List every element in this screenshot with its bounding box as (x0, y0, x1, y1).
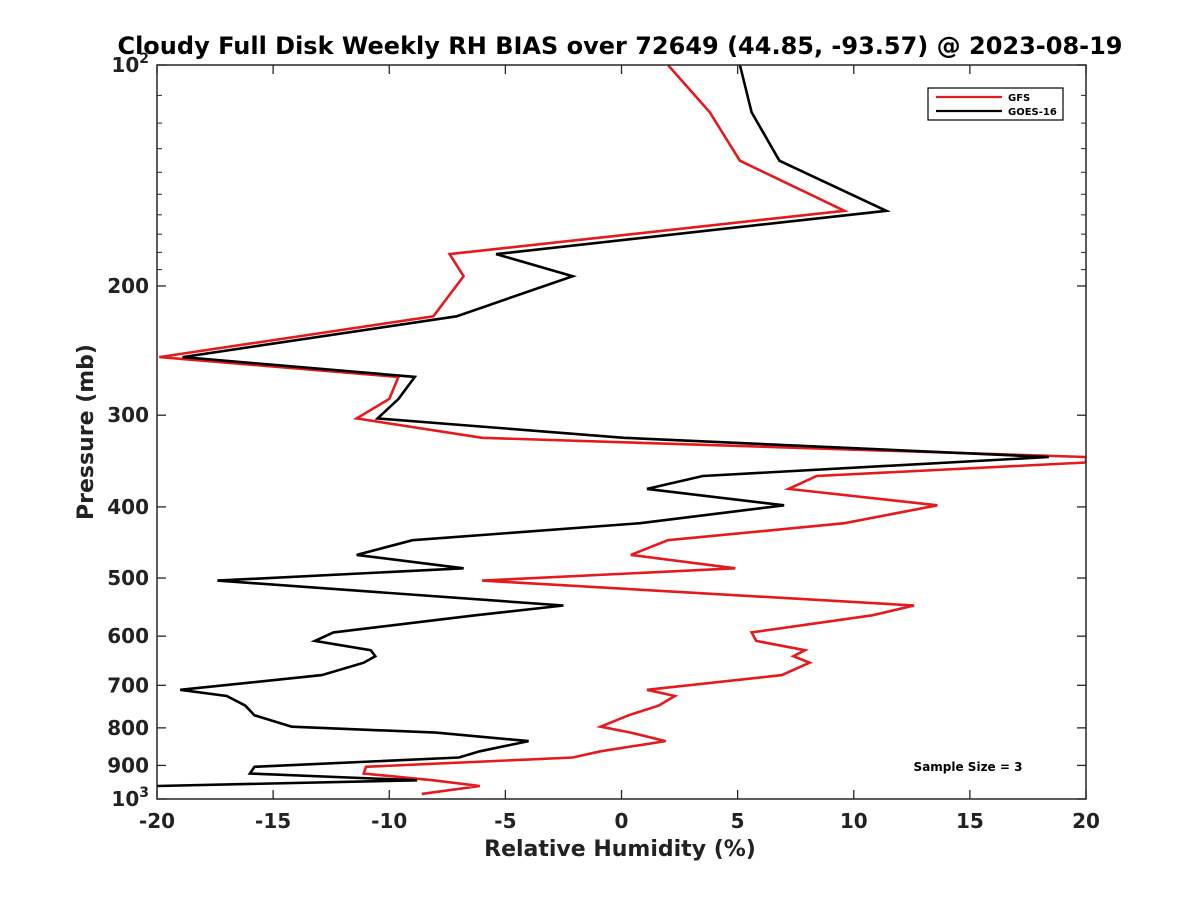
y-tick-label: 900 (107, 753, 149, 777)
x-axis-label: Relative Humidity (%) (484, 837, 756, 862)
y-tick-label: 400 (107, 495, 149, 519)
x-axis: -20 -15 -10 -5 0 5 10 15 20 (139, 65, 1100, 833)
x-tick-label: 5 (731, 809, 745, 833)
chart-title: Cloudy Full Disk Weekly RH BIAS over 726… (117, 32, 1122, 60)
y-tick-label: 600 (107, 624, 149, 648)
y-axis: 102 200 300 400 500 600 700 800 900 103 (107, 51, 1086, 811)
y-tick-label: 102 (111, 51, 149, 77)
y-tick-label: 700 (107, 673, 149, 697)
x-tick-label: 15 (956, 809, 984, 833)
sample-size-annotation: Sample Size = 3 (914, 760, 1023, 774)
y-tick-label: 800 (107, 716, 149, 740)
series-layer (157, 65, 1086, 796)
x-tick-label: -5 (494, 809, 516, 833)
series-line-goes16 (157, 65, 1049, 788)
y-axis-label: Pressure (mb) (74, 344, 99, 520)
y-tick-label: 300 (107, 403, 149, 427)
legend: GFS GOES-16 (927, 87, 1064, 121)
x-tick-label: -10 (371, 809, 407, 833)
y-tick-label: 500 (107, 566, 149, 590)
x-tick-label: 0 (615, 809, 629, 833)
y-tick-label: 103 (111, 785, 149, 811)
x-tick-label: -20 (139, 809, 175, 833)
plot-area (156, 64, 1087, 800)
legend-label-gfs: GFS (1008, 93, 1030, 104)
y-tick-label: 200 (107, 274, 149, 298)
x-tick-label: 20 (1072, 809, 1100, 833)
x-tick-label: 10 (840, 809, 868, 833)
x-tick-label: -15 (255, 809, 291, 833)
series-line-gfs (159, 65, 1086, 796)
legend-label-goes16: GOES-16 (1008, 107, 1057, 118)
legend-box (927, 87, 1064, 121)
